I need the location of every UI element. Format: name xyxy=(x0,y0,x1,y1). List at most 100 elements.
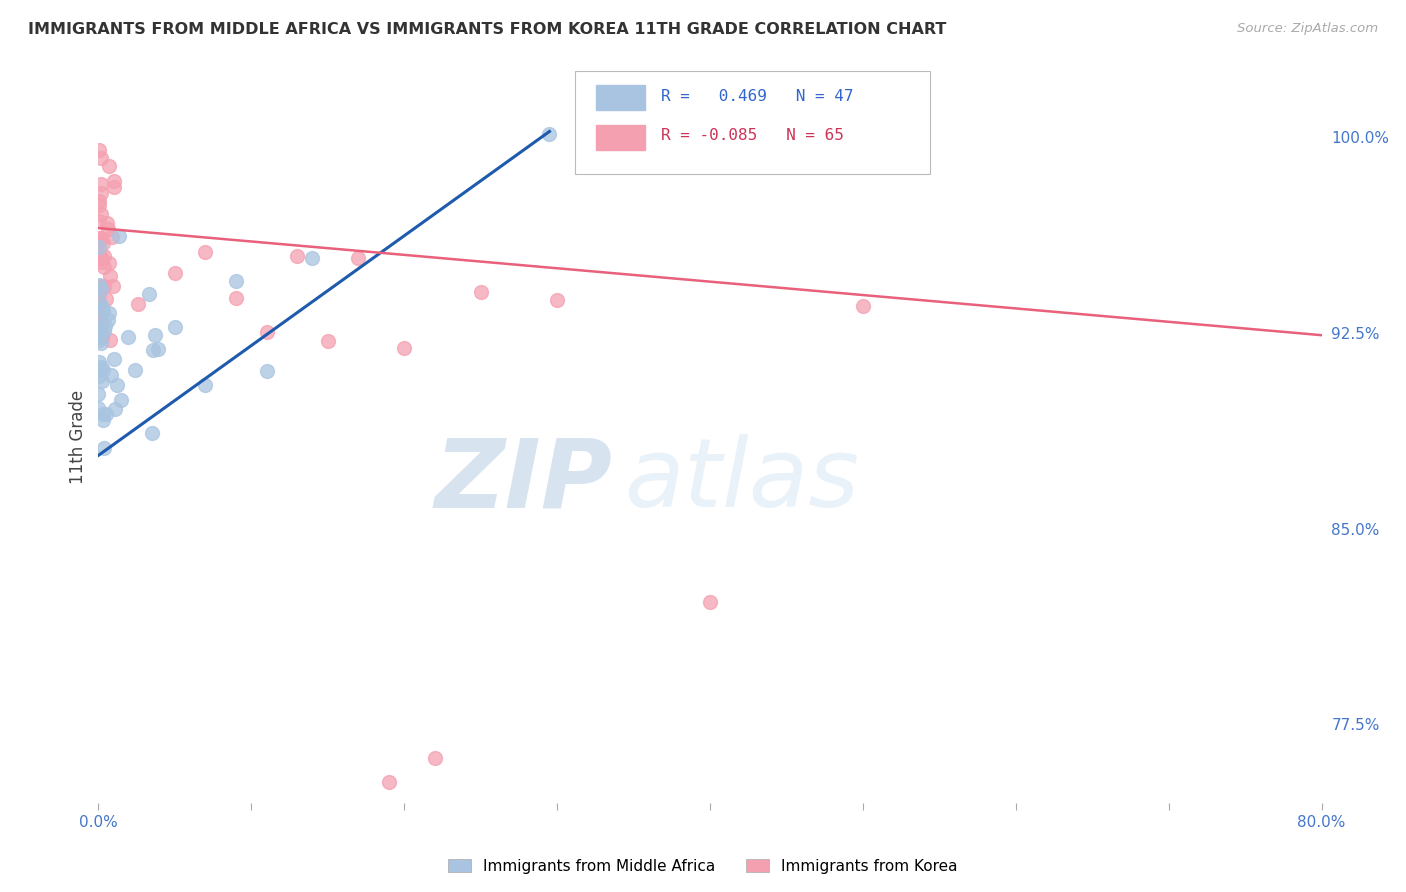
Point xyxy=(127,297,149,311)
Point xyxy=(546,293,568,307)
Point xyxy=(103,174,125,188)
Point xyxy=(94,407,117,421)
Point xyxy=(91,304,114,318)
Point xyxy=(93,279,115,293)
Point xyxy=(103,352,125,367)
Y-axis label: 11th Grade: 11th Grade xyxy=(69,390,87,484)
Point xyxy=(103,180,125,194)
Point xyxy=(97,306,120,320)
Point xyxy=(91,374,114,388)
Point xyxy=(316,334,339,349)
Point xyxy=(87,368,110,383)
Point xyxy=(96,216,118,230)
Point xyxy=(90,278,112,293)
Point xyxy=(225,291,247,305)
Text: ZIP: ZIP xyxy=(434,434,612,527)
Point xyxy=(90,282,112,296)
Point xyxy=(87,308,110,322)
Point xyxy=(194,245,217,260)
Point xyxy=(101,279,124,293)
Point xyxy=(87,334,110,348)
Text: atlas: atlas xyxy=(624,434,859,527)
Point xyxy=(347,251,370,265)
Point xyxy=(89,143,111,157)
Point xyxy=(89,287,111,301)
Point xyxy=(90,359,112,374)
Point xyxy=(90,255,112,269)
Point xyxy=(90,336,112,351)
Point xyxy=(104,402,127,417)
Point xyxy=(108,228,131,243)
Point xyxy=(87,214,110,228)
Point xyxy=(148,342,170,356)
Point xyxy=(91,413,114,427)
Point xyxy=(89,363,111,377)
Point xyxy=(87,401,110,415)
Point xyxy=(93,249,115,263)
Point xyxy=(98,333,121,347)
Legend: Immigrants from Middle Africa, Immigrants from Korea: Immigrants from Middle Africa, Immigrant… xyxy=(441,853,965,880)
Point xyxy=(852,300,875,314)
Point xyxy=(124,363,146,377)
Text: R = -0.085   N = 65: R = -0.085 N = 65 xyxy=(661,128,844,144)
Text: Source: ZipAtlas.com: Source: ZipAtlas.com xyxy=(1237,22,1378,36)
Point xyxy=(89,234,111,248)
Point xyxy=(97,313,120,327)
Point xyxy=(89,327,111,342)
FancyBboxPatch shape xyxy=(575,71,931,174)
Point xyxy=(117,329,139,343)
Point xyxy=(89,294,111,309)
Point xyxy=(699,595,721,609)
Point xyxy=(90,177,112,191)
Point xyxy=(470,285,492,299)
Point xyxy=(105,377,128,392)
Point xyxy=(89,251,111,265)
Text: IMMIGRANTS FROM MIDDLE AFRICA VS IMMIGRANTS FROM KOREA 11TH GRADE CORRELATION CH: IMMIGRANTS FROM MIDDLE AFRICA VS IMMIGRA… xyxy=(28,22,946,37)
Point xyxy=(87,281,110,295)
Point xyxy=(225,274,247,288)
Point xyxy=(90,207,112,221)
Point xyxy=(98,269,121,284)
Point xyxy=(97,221,120,235)
Point xyxy=(285,249,308,263)
Point xyxy=(89,330,111,344)
Point xyxy=(256,325,278,339)
Point xyxy=(90,317,112,331)
Point xyxy=(89,151,111,165)
Point xyxy=(100,368,122,383)
Point xyxy=(138,287,160,301)
Point xyxy=(91,300,114,314)
Point xyxy=(87,198,110,212)
Point xyxy=(87,321,110,335)
Point xyxy=(87,312,110,326)
Point xyxy=(91,235,114,250)
Point xyxy=(87,310,110,324)
Point xyxy=(142,343,165,357)
FancyBboxPatch shape xyxy=(596,125,645,150)
Point xyxy=(94,319,117,334)
Point xyxy=(94,293,117,307)
Point xyxy=(256,364,278,378)
Point xyxy=(378,775,401,789)
Point xyxy=(538,127,561,141)
Point xyxy=(87,387,110,401)
Point xyxy=(100,230,122,244)
Point xyxy=(143,328,166,343)
Point xyxy=(90,250,112,264)
Point xyxy=(392,341,416,355)
Point xyxy=(90,186,112,200)
Point xyxy=(90,231,112,245)
Point xyxy=(89,247,111,261)
Point xyxy=(93,260,115,274)
Point xyxy=(163,319,186,334)
Point xyxy=(90,330,112,344)
FancyBboxPatch shape xyxy=(596,86,645,110)
Point xyxy=(93,442,115,456)
Point xyxy=(89,231,111,245)
Point xyxy=(93,362,115,376)
Point xyxy=(93,324,115,338)
Point xyxy=(423,751,446,765)
Point xyxy=(91,408,114,422)
Point xyxy=(301,251,323,265)
Point xyxy=(89,326,111,340)
